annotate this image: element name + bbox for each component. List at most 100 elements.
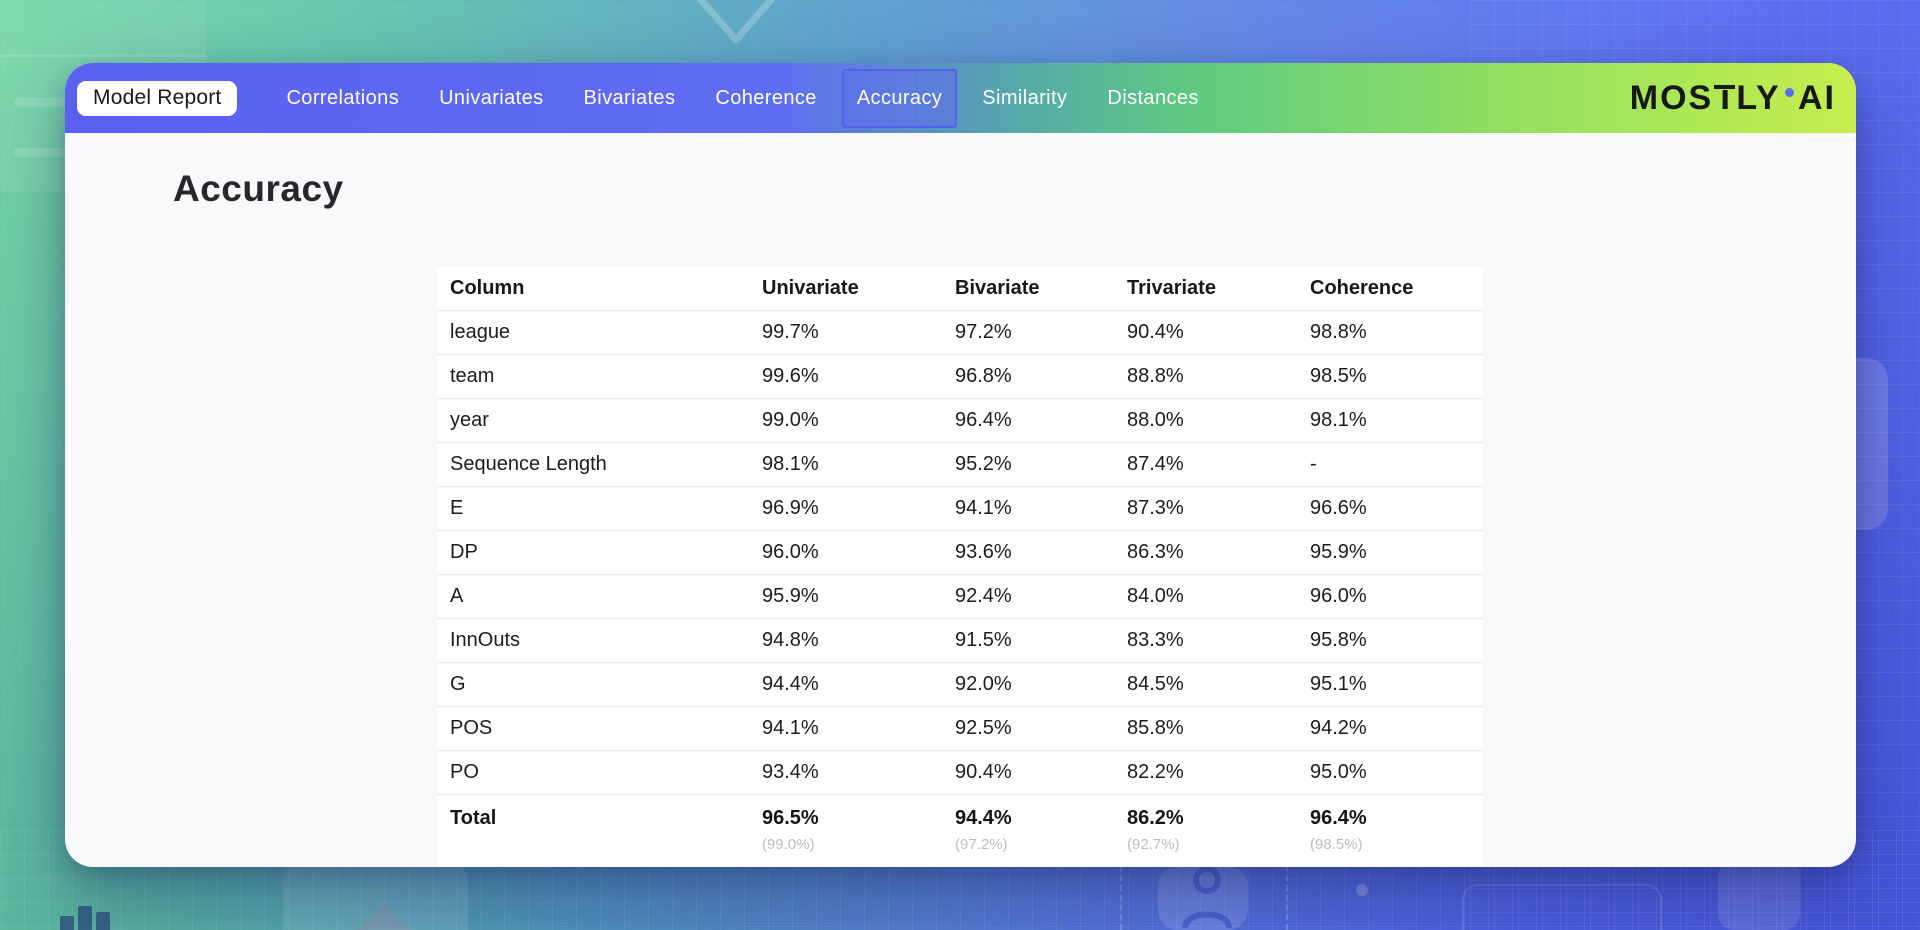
background-line <box>0 54 206 57</box>
cell-column-name: InnOuts <box>437 618 762 663</box>
cell-value: 98.1% <box>1310 398 1483 443</box>
background-outline <box>1462 884 1662 930</box>
cell-value: 97.2% <box>955 310 1127 355</box>
accuracy-table-container: Column Univariate Bivariate Trivariate Coher… <box>437 267 1483 867</box>
cell-column-name: PO <box>437 750 762 795</box>
cell-column-name: POS <box>437 706 762 751</box>
background-shape <box>1718 860 1800 930</box>
column-header: Column <box>450 277 525 299</box>
cell-value: 96.6% <box>1310 486 1483 531</box>
cell-column-name: year <box>437 398 762 443</box>
cell-value: 83.3% <box>1127 618 1310 663</box>
cell-column-name: team <box>437 354 762 399</box>
table-row: DP 96.0% 93.6% 86.3% 95.9% <box>437 530 1483 575</box>
cell-value: 94.4% <box>762 662 955 707</box>
cell-value: 84.0% <box>1127 574 1310 619</box>
nav-item-bivariates[interactable]: Bivariates <box>583 86 676 109</box>
total-label: Total <box>437 794 762 867</box>
cell-value: 96.4% <box>955 398 1127 443</box>
column-header: Trivariate <box>1127 277 1216 299</box>
cell-value: 99.0% <box>762 398 955 443</box>
cell-value: 92.5% <box>955 706 1127 751</box>
nav-item-univariates[interactable]: Univariates <box>439 86 544 109</box>
cell-value: 96.0% <box>762 530 955 575</box>
cell-value: 88.8% <box>1127 354 1310 399</box>
cell-value: 92.0% <box>955 662 1127 707</box>
nav-item-correlations[interactable]: Correlations <box>286 86 400 109</box>
table-row: POS 94.1% 92.5% 85.8% 94.2% <box>437 706 1483 751</box>
cell-value: 87.4% <box>1127 442 1310 487</box>
logo-text: MOS <box>1629 78 1714 117</box>
cell-value: 98.8% <box>1310 310 1483 355</box>
cell-value: 99.6% <box>762 354 955 399</box>
table-row: E 96.9% 94.1% 87.3% 96.6% <box>437 486 1483 531</box>
cell-value: 95.2% <box>955 442 1127 487</box>
cell-value: 84.5% <box>1127 662 1310 707</box>
table-row: A 95.9% 92.4% 84.0% 96.0% <box>437 574 1483 619</box>
cell-value: 93.4% <box>762 750 955 795</box>
cell-value: 96.0% <box>1310 574 1483 619</box>
cell-value: 94.2% <box>1310 706 1483 751</box>
background-dashed-line <box>1120 856 1122 930</box>
nav-item-coherence[interactable]: Coherence <box>715 86 817 109</box>
person-icon <box>1158 866 1248 930</box>
cell-column-name: DP <box>437 530 762 575</box>
cell-value: 88.0% <box>1127 398 1310 443</box>
table-row: league 99.7% 97.2% 90.4% 98.8% <box>437 310 1483 355</box>
total-value: 94.4% <box>955 807 1012 829</box>
cell-value: 95.0% <box>1310 750 1483 795</box>
logo-text: AI <box>1798 78 1836 117</box>
page-title: Accuracy <box>173 168 344 209</box>
table-row: InnOuts 94.8% 91.5% 83.3% 95.8% <box>437 618 1483 663</box>
total-value-cell: 96.5% (99.0%) <box>762 794 955 867</box>
total-value: 96.4% <box>1310 807 1367 829</box>
total-subvalue: (92.7%) <box>1127 836 1180 853</box>
cell-value: 94.8% <box>762 618 955 663</box>
total-value: 86.2% <box>1127 807 1184 829</box>
table-row: Sequence Length 98.1% 95.2% 87.4% - <box>437 442 1483 487</box>
accuracy-table: Column Univariate Bivariate Trivariate Coher… <box>437 267 1483 867</box>
table-header-row: Column Univariate Bivariate Trivariate Coher… <box>437 267 1483 311</box>
column-header: Univariate <box>762 277 859 299</box>
table-total-row: Total 96.5% (99.0%) 94.4% (97.2%) 86.2% (92.7%… <box>437 794 1483 867</box>
cell-value: 90.4% <box>955 750 1127 795</box>
nav-item-accuracy[interactable]: Accuracy <box>841 68 958 128</box>
column-header: Coherence <box>1310 277 1414 299</box>
cell-column-name: Sequence Length <box>437 442 762 487</box>
table-row: year 99.0% 96.4% 88.0% 98.1% <box>437 398 1483 443</box>
total-value-cell: 96.4% (98.5%) <box>1310 794 1483 867</box>
cell-value: 95.9% <box>1310 530 1483 575</box>
cell-value: 92.4% <box>955 574 1127 619</box>
cell-value: 90.4% <box>1127 310 1310 355</box>
cell-column-name: G <box>437 662 762 707</box>
nav-item-distances[interactable]: Distances <box>1107 86 1199 109</box>
cell-value: 82.2% <box>1127 750 1310 795</box>
report-navbar: Model Report Correlations Univariates Biva… <box>65 63 1856 133</box>
report-card: Model Report Correlations Univariates Biva… <box>65 63 1856 867</box>
logo-dot-icon <box>1784 87 1794 98</box>
table-row: PO 93.4% 90.4% 82.2% 95.0% <box>437 750 1483 795</box>
cell-value: 98.1% <box>762 442 955 487</box>
logo-text: LY <box>1736 78 1781 117</box>
cell-value: 99.7% <box>762 310 955 355</box>
total-value: 96.5% <box>762 807 819 829</box>
total-subvalue: (98.5%) <box>1310 836 1363 853</box>
cell-column-name: A <box>437 574 762 619</box>
cell-value: 93.6% <box>955 530 1127 575</box>
cell-value: 96.8% <box>955 354 1127 399</box>
background-dot <box>1356 884 1368 896</box>
cell-column-name: league <box>437 310 762 355</box>
model-report-badge[interactable]: Model Report <box>77 80 238 116</box>
cell-value: 94.1% <box>955 486 1127 531</box>
nav-item-similarity[interactable]: Similarity <box>982 86 1068 109</box>
cell-value: 95.8% <box>1310 618 1483 663</box>
chevron-down-icon <box>696 0 776 44</box>
background-dashed-line <box>1286 856 1288 930</box>
total-subvalue: (97.2%) <box>955 836 1008 853</box>
cell-value: 96.9% <box>762 486 955 531</box>
cell-value: 91.5% <box>955 618 1127 663</box>
cell-value: 94.1% <box>762 706 955 751</box>
total-value-cell: 86.2% (92.7%) <box>1127 794 1310 867</box>
bars-icon <box>60 902 124 930</box>
cell-column-name: E <box>437 486 762 531</box>
